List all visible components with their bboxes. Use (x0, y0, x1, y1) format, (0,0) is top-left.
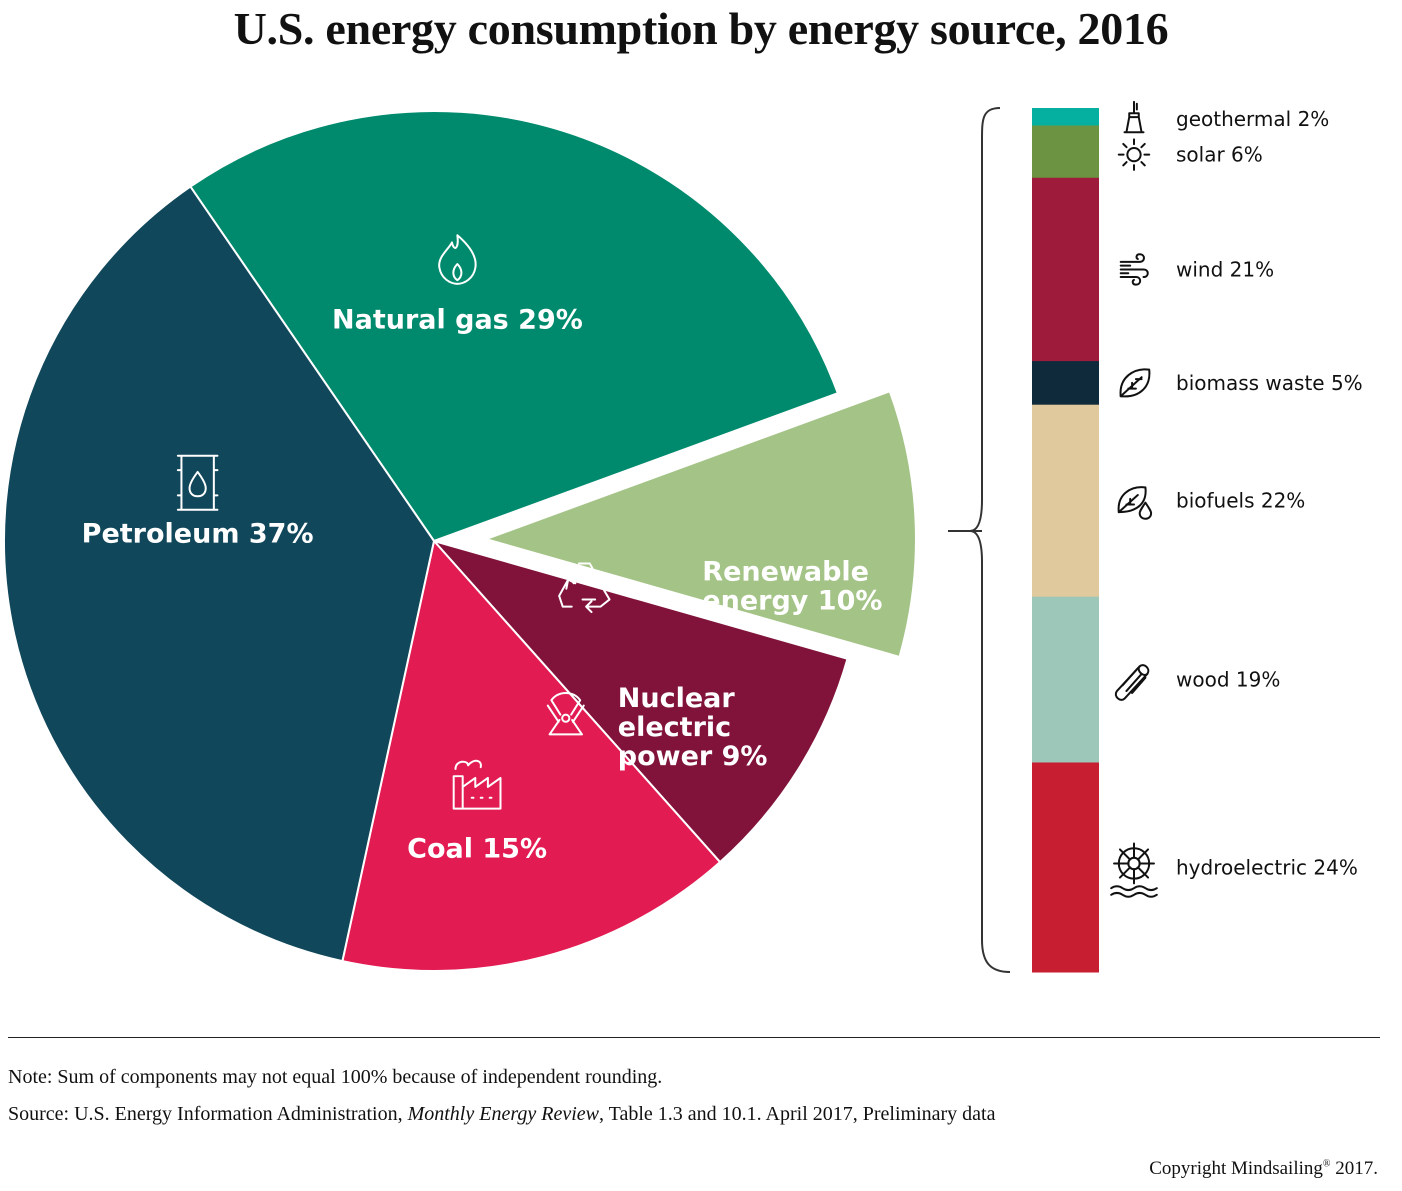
pie-slice-coal (341, 538, 722, 972)
pie-chart (2, 109, 917, 972)
oil-barrel-icon (176, 454, 219, 511)
pie-label-renewable-energy: Renewable energy 10% (702, 557, 882, 617)
bar-segment-hydroelectric (1032, 762, 1099, 973)
bar-segment-solar (1032, 125, 1099, 179)
leaf-drop-icon (1117, 486, 1153, 520)
renewable-breakdown-icons (1110, 100, 1158, 898)
pie-label-nuclear-electric-power: Nuclear electric power 9% (618, 683, 768, 772)
bar-label-biofuels: biofuels 22% (1176, 489, 1305, 513)
bar-segment-wind (1032, 177, 1099, 362)
bar-segment-biofuels (1032, 404, 1099, 598)
flame-icon (438, 234, 477, 285)
chart-title: U.S. energy consumption by energy source… (233, 3, 1169, 54)
footer-divider (8, 1037, 1380, 1038)
bar-label-solar: solar 6% (1176, 143, 1263, 167)
registered-mark: ® (1322, 1158, 1331, 1170)
source-suffix: , Table 1.3 and 10.1. April 2017, Prelim… (599, 1103, 996, 1125)
pie-icons (176, 234, 611, 810)
bar-label-wind: wind 21% (1176, 258, 1274, 282)
breakdown-bracket (948, 107, 1011, 973)
bar-segment-wood (1032, 596, 1099, 763)
pie-label-petroleum: Petroleum 37% (82, 519, 314, 550)
factory-icon (452, 759, 502, 810)
footnote: Note: Sum of components may not equal 10… (8, 1066, 663, 1088)
renewable-breakdown-bar (1032, 108, 1099, 973)
bar-segment-biomass-waste (1032, 361, 1099, 406)
recycle-icon (558, 562, 611, 614)
source-credit: Source: U.S. Energy Information Administ… (8, 1103, 996, 1126)
bar-segment-geothermal (1032, 108, 1099, 126)
leaf-icon (1119, 368, 1151, 398)
pie-slice-nuclear-electric-power (430, 539, 849, 864)
pie-slice-natural-gas (189, 109, 840, 543)
pie-label-natural-gas: Natural gas 29% (332, 305, 583, 336)
pie-labels: Natural gas 29% Renewable energy 10% Nuclea… (82, 305, 883, 865)
pie-slice-renewable-energy (482, 390, 917, 659)
bar-label-biomass-waste: biomass waste 5% (1176, 371, 1363, 395)
copyright-year: 2017. (1330, 1158, 1378, 1179)
energy-chart: Natural gas 29% Renewable energy 10% Nuclea… (2, 100, 1363, 973)
pie-label-coal: Coal 15% (407, 834, 547, 865)
bar-label-wood: wood 19% (1176, 668, 1280, 692)
sun-icon (1117, 138, 1151, 171)
source-publication: Monthly Energy Review (407, 1103, 599, 1125)
copyright-text: Copyright Mindsailing (1149, 1158, 1323, 1179)
geothermal-icon (1123, 100, 1145, 134)
source-prefix: Source: U.S. Energy Information Administ… (8, 1103, 408, 1125)
wind-icon (1119, 253, 1149, 286)
bar-label-hydroelectric: hydroelectric 24% (1176, 855, 1358, 879)
log-icon (1114, 664, 1150, 701)
water-wheel-icon (1110, 842, 1158, 898)
copyright: Copyright Mindsailing® 2017. (1149, 1158, 1378, 1180)
radiation-icon (546, 692, 585, 736)
bar-label-geothermal: geothermal 2% (1176, 107, 1329, 131)
pie-slice-petroleum (2, 185, 436, 963)
renewable-breakdown-labels: geothermal 2% solar 6% wind 21% biomass was… (1176, 107, 1363, 879)
